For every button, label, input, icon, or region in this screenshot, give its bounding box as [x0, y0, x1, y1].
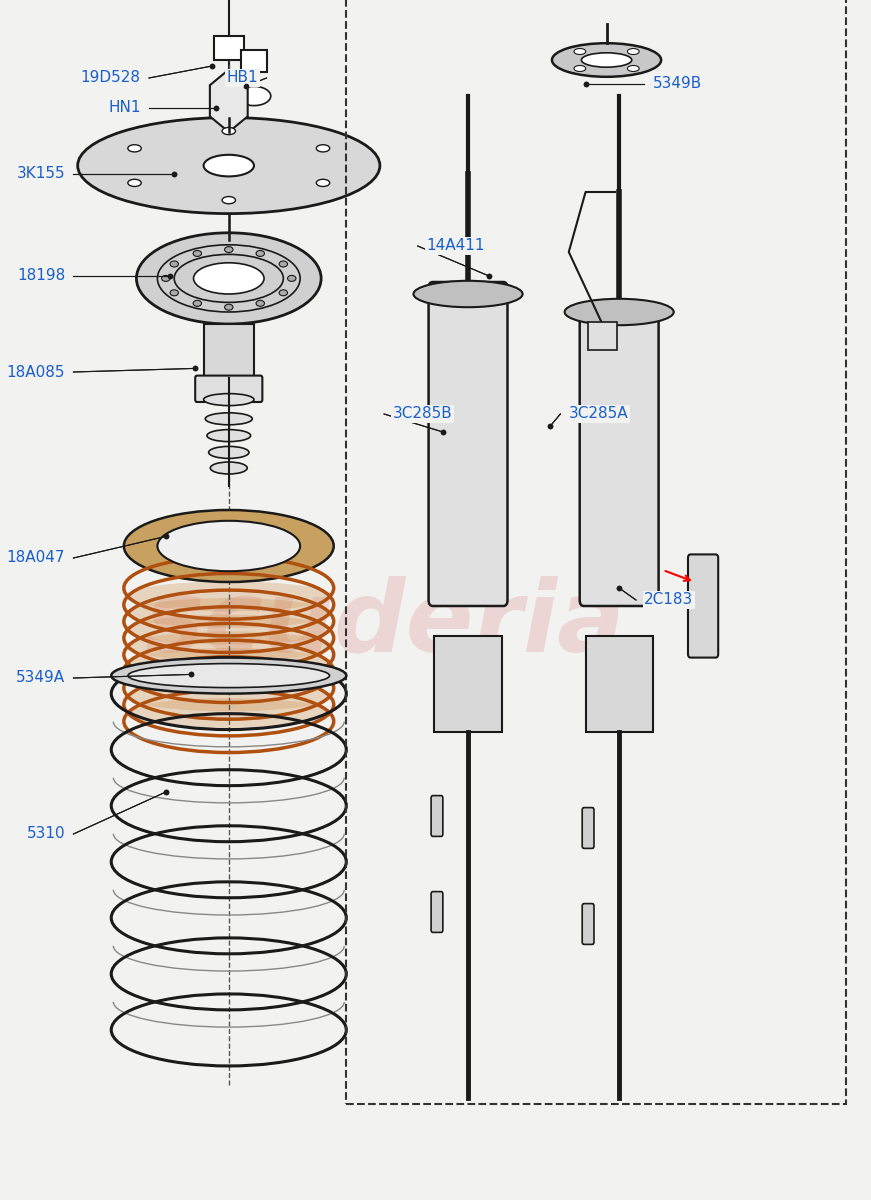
Text: 5310: 5310 — [26, 827, 65, 841]
FancyBboxPatch shape — [582, 904, 594, 944]
Ellipse shape — [206, 413, 253, 425]
Ellipse shape — [279, 289, 287, 296]
Text: 14A411: 14A411 — [426, 239, 484, 253]
Ellipse shape — [287, 275, 296, 281]
Ellipse shape — [210, 462, 247, 474]
Ellipse shape — [204, 394, 254, 406]
Text: 3C285A: 3C285A — [569, 407, 628, 421]
Ellipse shape — [126, 598, 332, 628]
Ellipse shape — [193, 251, 201, 257]
Ellipse shape — [126, 614, 332, 644]
Text: 3K155: 3K155 — [17, 167, 65, 181]
Ellipse shape — [209, 446, 249, 458]
Ellipse shape — [627, 66, 639, 72]
Text: HN1: HN1 — [108, 101, 140, 115]
Ellipse shape — [574, 66, 585, 72]
Text: 19D528: 19D528 — [81, 71, 140, 85]
Ellipse shape — [193, 300, 201, 306]
Ellipse shape — [126, 631, 332, 661]
Ellipse shape — [128, 179, 141, 186]
Text: 3K155: 3K155 — [17, 167, 65, 181]
Ellipse shape — [279, 260, 287, 266]
Text: 3C285B: 3C285B — [393, 407, 452, 421]
Ellipse shape — [124, 510, 334, 582]
Ellipse shape — [627, 48, 639, 54]
Ellipse shape — [126, 682, 332, 712]
Ellipse shape — [581, 53, 631, 67]
Text: 2C183: 2C183 — [645, 593, 693, 607]
Ellipse shape — [256, 251, 265, 257]
Text: 18A047: 18A047 — [7, 551, 65, 565]
Text: 18198: 18198 — [17, 269, 65, 283]
Ellipse shape — [78, 118, 380, 214]
Ellipse shape — [225, 246, 233, 252]
Ellipse shape — [170, 260, 179, 266]
Text: HB1: HB1 — [226, 71, 258, 85]
Text: 18198: 18198 — [17, 269, 65, 283]
Ellipse shape — [126, 698, 332, 728]
Text: 5349B: 5349B — [652, 77, 702, 91]
Text: 5349A: 5349A — [16, 671, 65, 685]
Ellipse shape — [162, 275, 170, 281]
Text: 18A085: 18A085 — [7, 365, 65, 379]
FancyBboxPatch shape — [688, 554, 719, 658]
Text: scuderia: scuderia — [144, 576, 625, 672]
FancyBboxPatch shape — [429, 282, 508, 606]
Text: 18A047: 18A047 — [7, 551, 65, 565]
Ellipse shape — [126, 648, 332, 678]
Text: HB1: HB1 — [226, 71, 258, 85]
Ellipse shape — [126, 665, 332, 695]
Text: 5349B: 5349B — [652, 77, 702, 91]
Ellipse shape — [128, 145, 141, 152]
FancyBboxPatch shape — [241, 50, 267, 72]
FancyBboxPatch shape — [195, 376, 262, 402]
Ellipse shape — [137, 233, 321, 324]
Text: 3C285A: 3C285A — [569, 407, 628, 421]
Text: 5349A: 5349A — [16, 671, 65, 685]
Ellipse shape — [158, 521, 300, 571]
Ellipse shape — [552, 43, 661, 77]
Ellipse shape — [225, 304, 233, 310]
Text: 18A085: 18A085 — [7, 365, 65, 379]
Ellipse shape — [256, 300, 265, 306]
FancyBboxPatch shape — [580, 306, 658, 606]
Text: HN1: HN1 — [108, 101, 140, 115]
Ellipse shape — [204, 155, 254, 176]
Ellipse shape — [128, 664, 329, 688]
FancyBboxPatch shape — [435, 636, 502, 732]
Ellipse shape — [414, 281, 523, 307]
FancyBboxPatch shape — [585, 636, 652, 732]
Ellipse shape — [564, 299, 673, 325]
Ellipse shape — [193, 263, 264, 294]
Text: 5310: 5310 — [26, 827, 65, 841]
FancyBboxPatch shape — [582, 808, 594, 848]
Ellipse shape — [316, 179, 330, 186]
FancyBboxPatch shape — [588, 322, 617, 350]
FancyBboxPatch shape — [213, 36, 244, 60]
Text: 14A411: 14A411 — [426, 239, 484, 253]
FancyBboxPatch shape — [431, 796, 442, 836]
Ellipse shape — [126, 581, 332, 611]
Ellipse shape — [574, 48, 585, 54]
Ellipse shape — [222, 197, 235, 204]
Text: 3C285B: 3C285B — [393, 407, 452, 421]
Ellipse shape — [111, 658, 347, 694]
Text: 2C183: 2C183 — [645, 593, 693, 607]
Ellipse shape — [237, 86, 271, 106]
Ellipse shape — [316, 145, 330, 152]
Ellipse shape — [207, 430, 251, 442]
Text: 19D528: 19D528 — [81, 71, 140, 85]
Ellipse shape — [170, 289, 179, 296]
Ellipse shape — [222, 127, 235, 134]
FancyBboxPatch shape — [431, 892, 442, 932]
FancyBboxPatch shape — [204, 324, 254, 378]
